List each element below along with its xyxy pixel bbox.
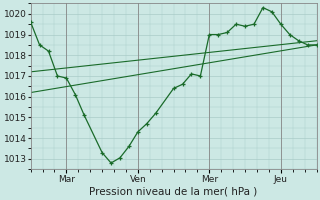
X-axis label: Pression niveau de la mer( hPa ): Pression niveau de la mer( hPa ) bbox=[90, 187, 258, 197]
